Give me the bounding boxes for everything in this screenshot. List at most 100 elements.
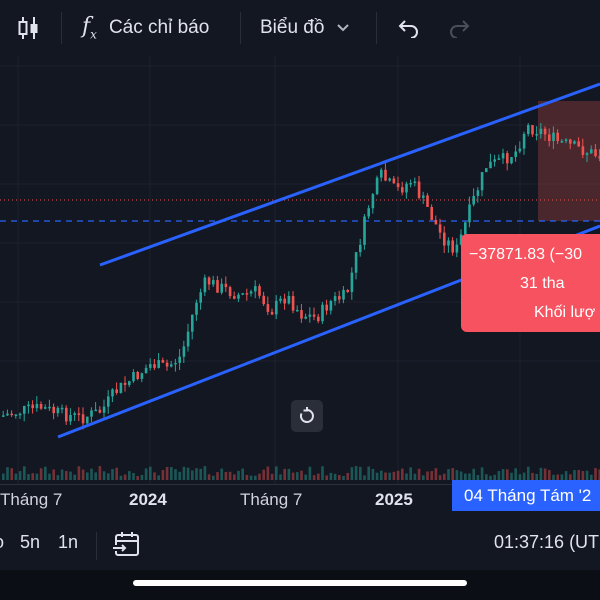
volume-bar [123, 474, 127, 480]
fx-icon: fx [82, 14, 97, 42]
candle-body [569, 139, 572, 144]
candle-body [384, 169, 387, 181]
time-axis[interactable]: Tháng 7 2024 Tháng 7 2025 [0, 484, 600, 513]
candle-body [405, 183, 408, 193]
candle-body [35, 404, 39, 409]
bottombar-divider [96, 532, 97, 560]
toolbar-divider [376, 12, 377, 44]
volume-bar [178, 471, 181, 480]
volume-bar [493, 474, 496, 480]
candle-body [455, 244, 459, 253]
reset-chart-button[interactable] [291, 400, 323, 432]
candle-body [2, 415, 5, 417]
volume-bar [573, 470, 576, 480]
volume-bar [527, 466, 530, 480]
crosshair-tooltip: −37871.83 (−30 31 tha Khối lượ [461, 234, 600, 332]
candle-body [338, 296, 341, 300]
volume-bar [44, 466, 47, 480]
candle-body [56, 407, 60, 414]
volume-bar [447, 469, 450, 480]
volume-bar [161, 469, 165, 480]
volume-bar [81, 469, 85, 480]
time-tick: Tháng 7 [240, 490, 303, 509]
home-indicator[interactable] [133, 580, 467, 586]
volume-bar [170, 467, 173, 480]
top-toolbar: fx Các chỉ báo Biểu đồ [0, 0, 600, 56]
candle-body [237, 294, 240, 299]
undo-button[interactable] [396, 0, 420, 56]
volume-bar [367, 466, 370, 480]
volume-bar [325, 475, 328, 480]
volume-bar [27, 474, 30, 480]
candle-body [186, 331, 190, 347]
candle-body [577, 141, 580, 147]
volume-bar [94, 472, 97, 480]
indicators-label: Các chỉ báo [108, 17, 210, 38]
candle-body [367, 208, 370, 217]
candle-body [31, 404, 34, 409]
chart-type-button[interactable]: Biểu đồ [260, 0, 350, 56]
volume-bar [35, 473, 39, 480]
volume-bar [216, 472, 219, 480]
candle-body [144, 367, 148, 374]
candle-body [321, 304, 324, 322]
candle-body [216, 280, 219, 293]
candle-body [417, 181, 421, 198]
candle-body [77, 413, 81, 415]
time-tick: 2025 [375, 490, 413, 509]
volume-bar [501, 469, 505, 480]
redo-button[interactable] [448, 0, 472, 56]
volume-bar [548, 470, 551, 480]
volume-bar [363, 475, 366, 480]
candle-type-button[interactable] [18, 0, 40, 56]
volume-bar [111, 469, 114, 480]
utc-clock[interactable]: 01:37:16 (UT [494, 532, 600, 552]
volume-bar [157, 475, 160, 480]
volume-bar [119, 475, 123, 480]
candle-body [392, 178, 396, 184]
volume-bar [132, 473, 135, 480]
volume-bar [287, 468, 291, 480]
candle-body [249, 291, 253, 294]
candle-body [573, 141, 576, 144]
candle-body [388, 178, 391, 181]
candle-body [501, 153, 505, 159]
candle-body [23, 406, 26, 414]
volume-bar [304, 474, 307, 480]
volume-bar [569, 474, 572, 480]
volume-bar [333, 473, 337, 480]
volume-bar [73, 474, 76, 480]
volume-bar [585, 470, 589, 480]
candle-body [312, 314, 316, 317]
candle-body [375, 177, 379, 195]
price-chart[interactable]: −37871.83 (−30 31 tha Khối lượ [0, 56, 600, 484]
volume-bar [409, 467, 412, 480]
volume-bar [384, 472, 387, 480]
candle-body [262, 295, 265, 305]
range-button-5y[interactable]: 5n [20, 532, 41, 552]
indicators-button[interactable]: fx Các chỉ báo [82, 0, 209, 56]
candle-body [275, 300, 278, 315]
volume-bar [401, 468, 404, 480]
range-button-partial[interactable]: o [0, 532, 4, 553]
volume-bar [233, 474, 236, 480]
volume-bar [485, 474, 488, 480]
range-button-1y[interactable]: 1n [58, 532, 79, 552]
reset-icon [299, 407, 314, 423]
volume-bar [115, 467, 118, 480]
volume-bar [18, 471, 22, 480]
volume-bar [86, 472, 89, 480]
volume-bars [2, 466, 600, 480]
candle-body [451, 240, 454, 253]
candle-body [527, 125, 530, 134]
candle-body [199, 292, 202, 303]
candle-body [170, 364, 173, 367]
volume-bar [312, 475, 316, 480]
candle-body [363, 216, 366, 245]
goto-date-button[interactable] [113, 530, 141, 563]
tooltip-volume: Khối lượ [534, 304, 596, 321]
candle-body [6, 413, 9, 416]
volume-bar [329, 472, 333, 480]
channel-upper-line[interactable] [99, 82, 600, 267]
candle-body [438, 224, 442, 233]
